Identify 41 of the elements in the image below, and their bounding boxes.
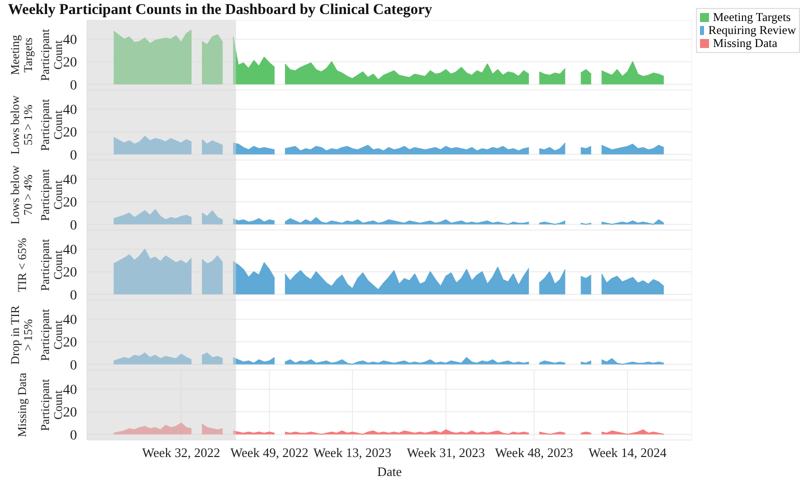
y-tick-label: 40 xyxy=(63,33,77,48)
x-tick-label: Week 32, 2022 xyxy=(142,445,220,460)
y-tick-label: 40 xyxy=(63,383,77,398)
y-tick-label: 40 xyxy=(63,313,77,328)
chart-title: Weekly Participant Counts in the Dashboard by Clinical Category xyxy=(8,2,432,19)
y-axis-title: Participant Count xyxy=(38,98,65,153)
y-tick-label: 20 xyxy=(63,126,77,141)
x-axis-title: Date xyxy=(377,464,402,479)
y-axis-title: Participant Count xyxy=(38,28,65,83)
y-tick-label: 20 xyxy=(63,406,77,421)
legend-label: Missing Data xyxy=(713,36,778,51)
y-tick-label: 20 xyxy=(63,266,77,281)
legend-label: Requiring Review xyxy=(708,23,796,38)
x-tick-label: Week 31, 2023 xyxy=(406,445,485,460)
y-tick-label: 0 xyxy=(70,358,77,374)
text: Missing Data xyxy=(14,372,28,438)
y-tick-label: 40 xyxy=(63,173,77,188)
y-tick-label: 40 xyxy=(63,103,77,118)
legend-label: Meeting Targets xyxy=(713,10,791,25)
text: TIR < 65% xyxy=(14,238,28,292)
y-axis-title: Participant Count xyxy=(38,238,65,293)
y-tick-label: 20 xyxy=(63,56,77,71)
text: Drop in TIR > 15% xyxy=(8,304,35,367)
y-tick-label: 0 xyxy=(70,428,77,444)
y-tick-label: 0 xyxy=(70,218,77,234)
y-tick-label: 0 xyxy=(70,78,77,94)
y-tick-label: 40 xyxy=(63,243,77,258)
x-tick-label: Week 13, 2023 xyxy=(313,445,392,460)
text: Lows below 55 > 1% xyxy=(8,94,35,156)
y-tick-label: 0 xyxy=(70,288,77,304)
y-axis-title: Participant Count xyxy=(38,308,65,363)
text: Lows below 70 > 4% xyxy=(8,164,35,226)
y-tick-label: 20 xyxy=(63,196,77,211)
text: Meeting Targets xyxy=(8,34,35,77)
y-axis-title: Participant Count xyxy=(38,378,65,433)
x-tick-label: Week 49, 2022 xyxy=(230,445,308,460)
y-tick-label: 0 xyxy=(70,148,77,164)
x-tick-label: Week 48, 2023 xyxy=(495,445,574,460)
x-tick-label: Week 14, 2024 xyxy=(588,445,667,460)
y-axis-title: Participant Count xyxy=(38,168,65,223)
y-tick-label: 20 xyxy=(63,336,77,351)
